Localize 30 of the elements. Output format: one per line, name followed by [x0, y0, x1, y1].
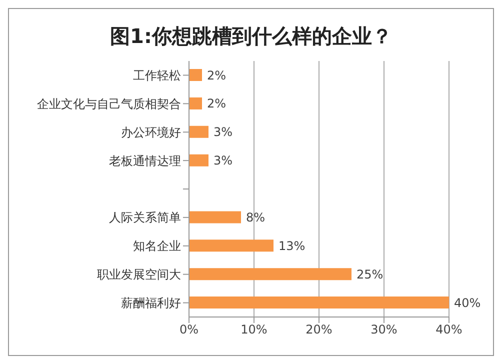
x-tick-label: 10% [240, 322, 268, 337]
y-tick-label: 办公环境好 [121, 125, 181, 140]
data-label: 3% [214, 154, 233, 168]
x-tick-label: 30% [370, 322, 398, 337]
x-tick-label: 20% [306, 322, 332, 337]
bar [189, 240, 274, 252]
data-label: 3% [214, 125, 233, 140]
data-label: 2% [207, 68, 226, 82]
bar [189, 211, 241, 224]
x-tick-label: 40% [436, 322, 462, 337]
bar [189, 268, 352, 280]
y-tick-label: 老板通情达理 [109, 154, 181, 168]
y-tick-label: 知名企业 [133, 239, 181, 254]
chart-title: 图1:你想跳槽到什么样的企业？ [109, 23, 393, 50]
data-label: 2% [207, 96, 226, 111]
data-label: 8% [246, 210, 266, 224]
bar [189, 97, 202, 110]
bar [189, 154, 208, 166]
data-label: 40% [454, 296, 481, 310]
x-tick-label: 0% [179, 322, 199, 337]
y-tick-label: 企业文化与自己气质相契合 [37, 96, 181, 111]
bar [189, 69, 202, 81]
bar [189, 296, 449, 309]
y-tick-label: 职业发展空间大 [97, 268, 181, 282]
data-label: 25% [356, 267, 384, 282]
y-tick-label: 薪酬福利好 [121, 296, 181, 310]
data-label: 13% [278, 238, 306, 253]
bar [189, 126, 208, 138]
y-tick-label: 工作轻松 [133, 68, 181, 82]
y-tick-label: 人际关系简单 [109, 210, 181, 225]
